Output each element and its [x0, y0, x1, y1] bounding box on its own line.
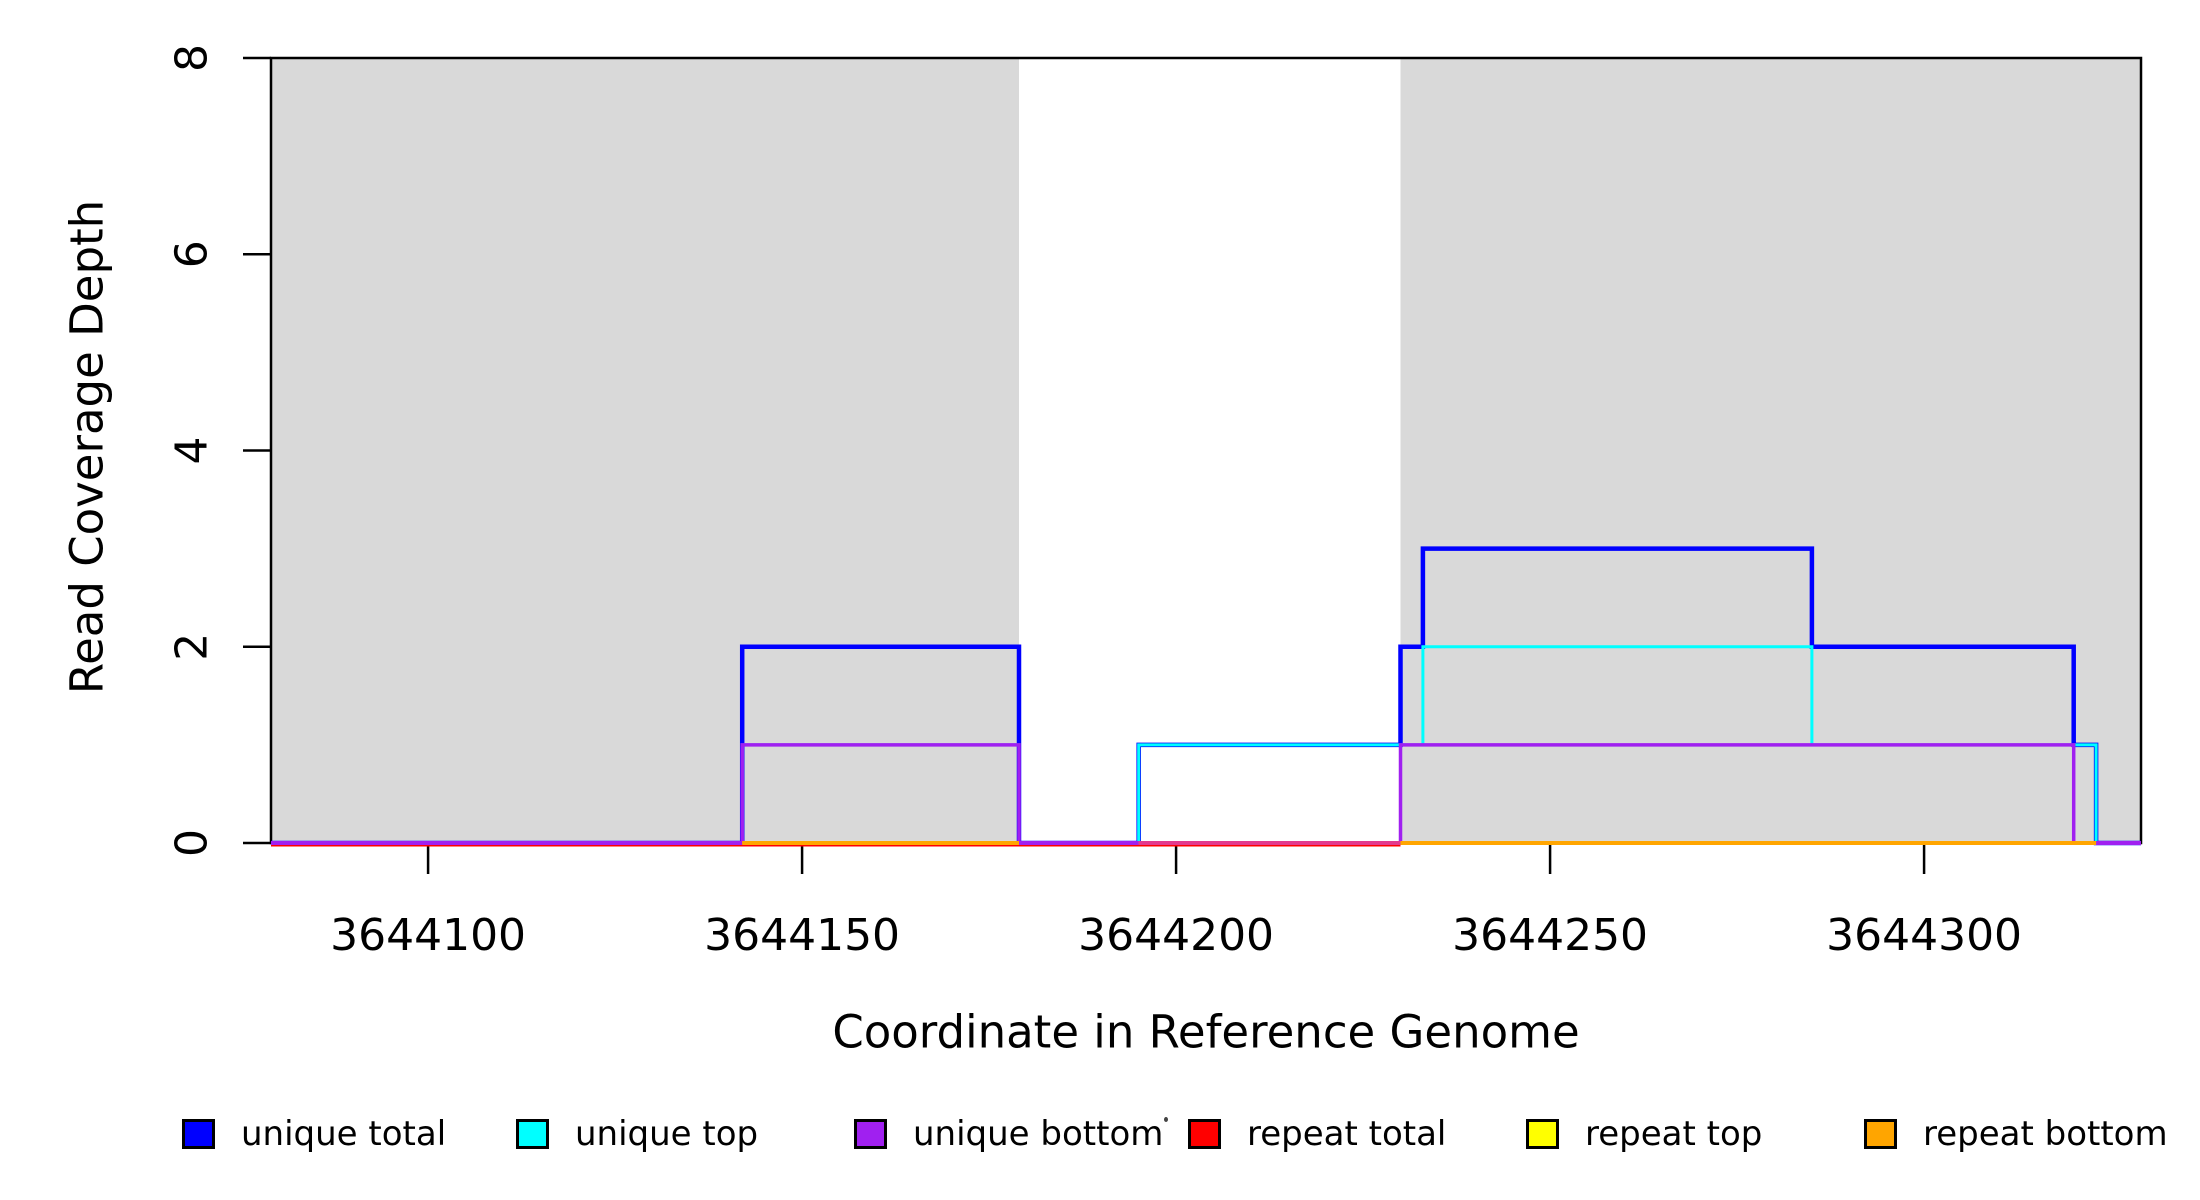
repeat-bottom-swatch: [1864, 1119, 1897, 1149]
y-tick-label: 8: [167, 44, 218, 72]
repeat-top-swatch: [1526, 1119, 1559, 1149]
legend-item-unique-top: unique top: [516, 1108, 758, 1160]
repeat-total-swatch: [1188, 1119, 1221, 1149]
legend-item-repeat-bottom: repeat bottom: [1864, 1108, 2168, 1160]
x-tick-label: 3644300: [1826, 910, 2022, 961]
x-axis-title: Coordinate in Reference Genome: [832, 1005, 1580, 1059]
legend-label-repeat-top: repeat top: [1585, 1114, 1763, 1154]
legend-label-unique-bottom: unique bottom: [913, 1114, 1164, 1154]
x-tick-label: 3644150: [704, 910, 900, 961]
legend-label-unique-total: unique total: [241, 1114, 447, 1154]
unique-total-swatch: [182, 1119, 215, 1149]
legend-item-unique-total: unique total: [182, 1108, 446, 1160]
unique-top-swatch: [516, 1119, 549, 1149]
unique-bottom-swatch: [854, 1119, 887, 1149]
x-tick-label: 3644250: [1452, 910, 1648, 961]
legend-label-repeat-total: repeat total: [1247, 1114, 1447, 1154]
legend-item-repeat-total: repeat total: [1188, 1108, 1446, 1160]
legend: unique total unique top unique bottom repea…: [0, 1108, 2200, 1168]
stray-mark: [1164, 1117, 1168, 1122]
x-tick-label: 3644200: [1078, 910, 1274, 961]
x-tick-label: 3644100: [330, 910, 526, 961]
legend-label-unique-top: unique top: [575, 1114, 759, 1154]
shaded-region: [271, 58, 1019, 843]
legend-label-repeat-bottom: repeat bottom: [1923, 1114, 2168, 1154]
y-tick-label: 4: [167, 437, 218, 465]
shaded-region: [1400, 58, 2141, 843]
legend-item-unique-bottom: unique bottom: [854, 1108, 1163, 1160]
y-tick-label: 2: [167, 633, 218, 661]
y-tick-label: 6: [167, 240, 218, 268]
legend-item-repeat-top: repeat top: [1526, 1108, 1762, 1160]
y-tick-label: 0: [167, 829, 218, 857]
y-axis-title: Read Coverage Depth: [60, 199, 114, 695]
